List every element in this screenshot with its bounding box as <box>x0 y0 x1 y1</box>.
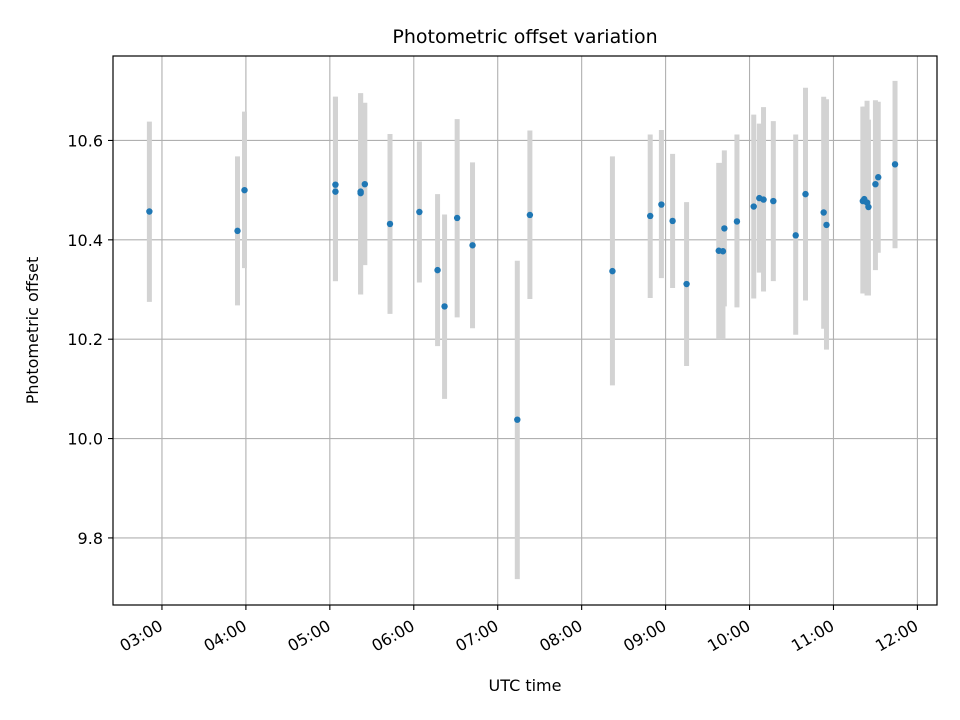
data-point <box>526 211 534 219</box>
data-point <box>386 220 394 228</box>
y-axis-ticks: 9.8 10.0 10.2 10.4 10.6 <box>67 131 113 548</box>
data-point <box>647 212 654 220</box>
data-point <box>241 186 248 194</box>
data-point <box>669 217 676 225</box>
data-point <box>234 227 241 235</box>
y-axis-label: Photometric offset <box>23 257 42 405</box>
x-axis-label: UTC time <box>489 676 562 695</box>
data-point <box>770 197 777 205</box>
data-point <box>760 196 767 203</box>
data-point <box>721 225 728 232</box>
data-point <box>609 267 616 275</box>
data-point <box>875 174 882 181</box>
data-point <box>441 303 448 310</box>
data-point <box>683 280 690 288</box>
data-point <box>357 188 364 195</box>
data-point <box>361 180 369 188</box>
data-point <box>453 214 461 222</box>
data-point <box>332 181 339 188</box>
data-point <box>658 201 665 208</box>
data-point <box>865 203 872 211</box>
data-point <box>416 208 423 216</box>
y-tick-label: 9.8 <box>78 529 103 548</box>
data-point <box>719 248 727 255</box>
data-point <box>792 232 799 239</box>
data-point <box>891 161 899 168</box>
y-tick-label: 10.2 <box>67 330 103 349</box>
data-point <box>146 208 153 215</box>
plot-frame <box>112 55 938 606</box>
data-point <box>514 416 521 423</box>
y-tick-label: 10.0 <box>67 430 103 449</box>
data-point <box>733 218 741 225</box>
data-point <box>469 242 476 249</box>
data-point <box>802 190 809 198</box>
grid <box>113 56 937 605</box>
data-points <box>146 161 899 423</box>
data-point <box>823 221 830 229</box>
y-tick-label: 10.6 <box>67 131 103 150</box>
chart-title: Photometric offset variation <box>392 26 657 48</box>
data-point <box>820 209 827 216</box>
data-point <box>872 180 879 188</box>
data-point <box>332 188 339 195</box>
y-tick-label: 10.4 <box>67 231 103 250</box>
data-point <box>434 266 441 274</box>
data-point <box>750 203 757 210</box>
